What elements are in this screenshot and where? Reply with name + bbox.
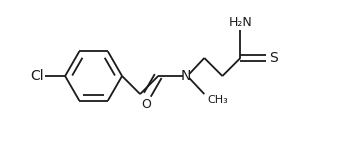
Text: Cl: Cl [30,69,43,83]
Text: S: S [269,51,278,65]
Text: CH₃: CH₃ [207,95,228,105]
Text: H₂N: H₂N [229,16,252,29]
Text: O: O [142,98,151,111]
Text: N: N [181,69,191,83]
